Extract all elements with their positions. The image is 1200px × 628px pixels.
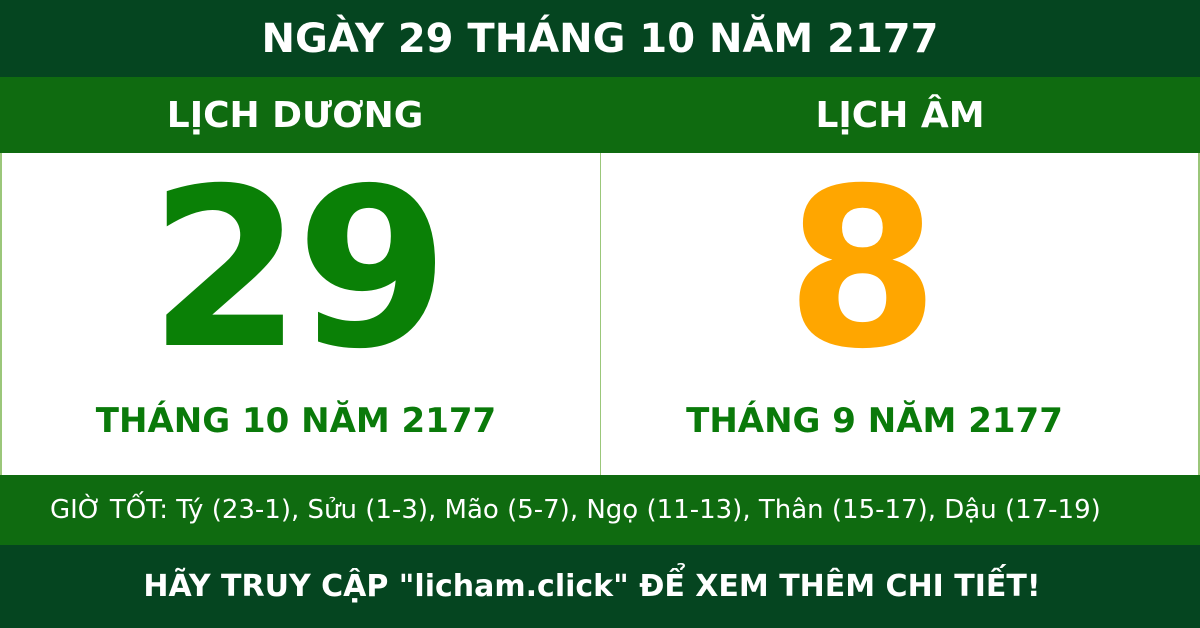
lunar-month-year: THÁNG 9 NĂM 2177: [686, 401, 1063, 441]
page-title: NGÀY 29 THÁNG 10 NĂM 2177: [0, 0, 1200, 77]
footer-cta: HÃY TRUY CẬP "licham.click" ĐỂ XEM THÊM …: [0, 545, 1200, 628]
calendar-headers: LỊCH DƯƠNG LỊCH ÂM: [0, 77, 1200, 153]
lunar-day: 8: [785, 141, 939, 397]
good-hours: GIỜ TỐT: Tý (23-1), Sửu (1-3), Mão (5-7)…: [0, 475, 1200, 545]
solar-calendar-label: LỊCH DƯƠNG: [166, 94, 424, 136]
lunar-panel: 8 THÁNG 9 NĂM 2177: [600, 153, 1200, 475]
lunar-calendar-label: LỊCH ÂM: [815, 94, 985, 136]
solar-month-year: THÁNG 10 NĂM 2177: [95, 401, 497, 441]
solar-panel: 29 THÁNG 10 NĂM 2177: [0, 153, 600, 475]
solar-day: 29: [148, 141, 449, 397]
